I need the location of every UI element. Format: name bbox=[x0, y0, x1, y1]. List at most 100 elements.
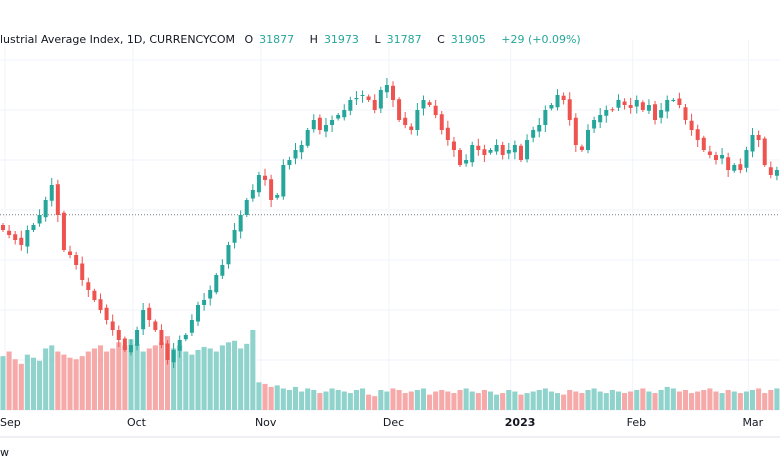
volume-bar bbox=[713, 391, 719, 410]
candle-body bbox=[543, 110, 548, 125]
volume-bar bbox=[104, 351, 110, 410]
candle-body bbox=[403, 117, 408, 125]
volume-bar bbox=[55, 351, 61, 410]
candle-body bbox=[153, 321, 158, 330]
candle-body bbox=[610, 109, 615, 111]
volume-bar bbox=[335, 390, 341, 410]
candle-body bbox=[586, 130, 590, 150]
volume-bar bbox=[615, 391, 622, 410]
volume-bar bbox=[110, 348, 116, 410]
volume-bar bbox=[164, 336, 171, 410]
volume-bar bbox=[67, 357, 73, 410]
volume-bar bbox=[116, 342, 122, 410]
candle-body bbox=[744, 150, 749, 168]
time-axis-label: 2023 bbox=[504, 416, 536, 429]
candlestick-chart[interactable] bbox=[0, 0, 780, 436]
volume-bar bbox=[494, 394, 500, 410]
volume-bar bbox=[37, 360, 43, 410]
open-label: O bbox=[244, 33, 254, 46]
volume-bar bbox=[158, 342, 164, 410]
volume-bar bbox=[512, 391, 518, 410]
volume-bar bbox=[433, 391, 439, 410]
candle-body bbox=[226, 245, 231, 265]
volume-bar bbox=[701, 390, 707, 410]
candle-body bbox=[183, 335, 188, 340]
candle-body bbox=[299, 145, 304, 153]
candle-body bbox=[451, 141, 456, 150]
volume-bar bbox=[244, 343, 250, 410]
candle-body bbox=[634, 100, 639, 107]
volume-bar bbox=[238, 348, 244, 410]
candle-body bbox=[74, 255, 79, 265]
volume-bar bbox=[61, 354, 67, 410]
candle-body bbox=[665, 100, 670, 112]
volume-bar bbox=[378, 390, 384, 410]
candle-body bbox=[372, 100, 377, 110]
candle-body bbox=[409, 126, 414, 130]
candle-body bbox=[80, 263, 85, 280]
volume-bar bbox=[731, 391, 737, 410]
candle-body bbox=[713, 155, 718, 160]
candle-body bbox=[165, 343, 170, 360]
volume-bar bbox=[640, 388, 646, 410]
volume-bar bbox=[597, 391, 603, 410]
candle-body bbox=[397, 99, 402, 120]
volume-bar bbox=[463, 388, 469, 410]
candle-body bbox=[177, 340, 182, 351]
volume-bar bbox=[262, 383, 268, 410]
volume-bar bbox=[670, 388, 676, 410]
volume-bar bbox=[299, 391, 305, 410]
volume-bar bbox=[372, 396, 378, 410]
bottom-toolbar-text[interactable]: w bbox=[0, 446, 9, 459]
time-axis-label: Oct bbox=[126, 416, 146, 429]
candle-body bbox=[683, 107, 688, 120]
candle-body bbox=[384, 85, 389, 93]
volume-bar bbox=[292, 386, 299, 410]
candle-body bbox=[104, 307, 109, 320]
candle-body bbox=[726, 157, 731, 170]
candle-body bbox=[31, 225, 36, 230]
volume-bar bbox=[213, 351, 219, 410]
close-label: C bbox=[437, 33, 445, 46]
candle-body bbox=[464, 160, 469, 164]
volume-bar bbox=[177, 345, 183, 410]
volume-bar bbox=[274, 385, 280, 410]
candle-body bbox=[531, 130, 536, 138]
volume-bar bbox=[756, 388, 762, 410]
volume-bar bbox=[573, 391, 579, 410]
candle-body bbox=[317, 117, 322, 130]
low-value: 31787 bbox=[386, 33, 422, 46]
candle-body bbox=[549, 105, 554, 109]
candle-body bbox=[86, 282, 91, 290]
candle-body bbox=[311, 120, 316, 130]
volume-bar bbox=[396, 390, 402, 410]
volume-bar bbox=[518, 394, 524, 410]
volume-bar bbox=[469, 391, 475, 410]
candle-body bbox=[250, 190, 255, 199]
volume-bar bbox=[317, 393, 323, 410]
volume-bar bbox=[122, 345, 128, 410]
volume-bar bbox=[420, 388, 427, 410]
volume-bar bbox=[451, 393, 457, 410]
candle-body bbox=[141, 310, 146, 330]
volume-bar bbox=[0, 356, 6, 410]
volume-bar bbox=[280, 388, 286, 410]
candle-body bbox=[653, 104, 658, 120]
candle-body bbox=[525, 140, 530, 160]
high-value: 31973 bbox=[323, 33, 359, 46]
volume-bar bbox=[689, 393, 695, 410]
candle-body bbox=[281, 165, 286, 197]
volume-bar bbox=[30, 357, 37, 410]
candle-body bbox=[25, 230, 30, 247]
candle-body bbox=[573, 117, 578, 145]
candle-body bbox=[458, 150, 463, 165]
candle-body bbox=[695, 129, 700, 140]
candle-body bbox=[640, 102, 645, 110]
candle-body bbox=[500, 145, 505, 155]
volume-bar bbox=[286, 390, 292, 410]
volume-bar bbox=[49, 345, 55, 410]
volume-bar bbox=[725, 390, 731, 410]
candle-body bbox=[598, 115, 603, 123]
candle-body bbox=[512, 145, 517, 153]
volume-bar bbox=[609, 390, 615, 410]
